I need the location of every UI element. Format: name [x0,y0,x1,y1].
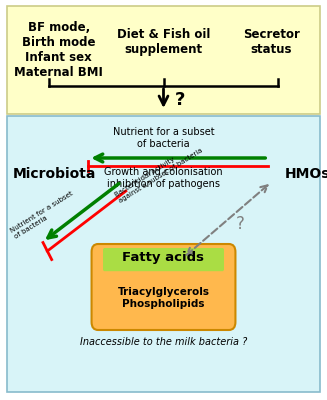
Text: ?: ? [236,215,245,233]
Text: Growth and colonisation
inhibition of pathogens: Growth and colonisation inhibition of pa… [104,167,223,189]
Text: Nutrient for a subset
of bacteria: Nutrient for a subset of bacteria [9,190,78,240]
Text: Nutrient for a subset
of bacteria: Nutrient for a subset of bacteria [113,127,214,149]
Text: Triacylglycerols
Phospholipids: Triacylglycerols Phospholipids [117,287,210,309]
Text: BF mode,
Birth mode
Infant sex
Maternal BMI: BF mode, Birth mode Infant sex Maternal … [14,21,103,79]
Text: Fatty acids: Fatty acids [123,252,204,264]
FancyBboxPatch shape [103,248,224,271]
Text: Secretor
status: Secretor status [243,28,300,56]
FancyBboxPatch shape [7,6,320,114]
FancyBboxPatch shape [7,116,320,392]
FancyBboxPatch shape [92,244,235,330]
Text: ?: ? [175,91,185,109]
Text: HMOs: HMOs [284,167,327,181]
Text: Inaccessible to the milk bacteria ?: Inaccessible to the milk bacteria ? [80,337,247,347]
Text: Bactericidal activity
against a subset of bacteria: Bactericidal activity against a subset o… [114,141,204,204]
Text: Microbiota: Microbiota [13,167,96,181]
Text: Diet & Fish oil
supplement: Diet & Fish oil supplement [117,28,210,56]
